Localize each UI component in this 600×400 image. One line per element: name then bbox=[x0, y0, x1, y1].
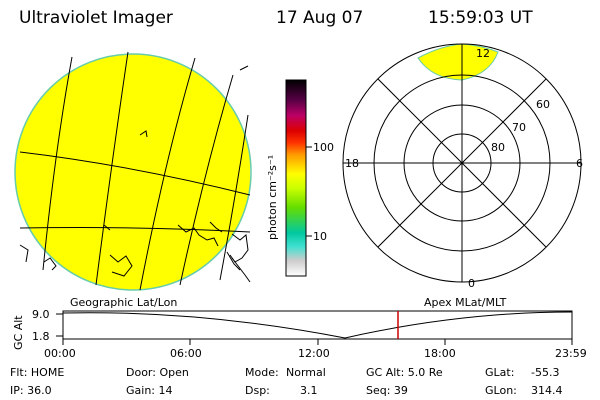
mlt-label-6: 6 bbox=[576, 157, 583, 170]
mlt-label-18: 18 bbox=[345, 157, 359, 170]
coastline bbox=[19, 65, 251, 283]
mode-label: Mode: bbox=[245, 366, 279, 379]
time-label: 15:59:03 UT bbox=[428, 8, 533, 28]
mlat-label-60: 60 bbox=[536, 98, 550, 111]
door-status: Door: Open bbox=[126, 366, 189, 379]
polar-plot bbox=[342, 43, 582, 283]
x-tick-1800: 18:00 bbox=[424, 347, 456, 360]
gain-status: Gain: 14 bbox=[126, 384, 173, 397]
gc-alt-axis-label: GC Alt bbox=[12, 315, 25, 350]
y-tick-1-8: 1.8 bbox=[32, 330, 50, 343]
polar-auroral-patch bbox=[417, 44, 499, 81]
mlat-label-80: 80 bbox=[491, 141, 505, 154]
mode-value: Normal bbox=[286, 366, 326, 379]
dsp-value: 3.1 bbox=[300, 384, 318, 397]
y-tick-9: 9.0 bbox=[32, 308, 50, 321]
colorbar-label-10: 10 bbox=[313, 230, 327, 243]
glat-value: -55.3 bbox=[531, 366, 560, 379]
geographic-label: Geographic Lat/Lon bbox=[70, 296, 178, 309]
glon-value: 314.4 bbox=[531, 384, 563, 397]
mlat-label-70: 70 bbox=[512, 121, 526, 134]
x-tick-0600: 06:00 bbox=[170, 347, 202, 360]
date-label: 17 Aug 07 bbox=[276, 8, 364, 28]
lat-lon-grid bbox=[19, 51, 251, 291]
glon-label: GLon: bbox=[485, 384, 517, 397]
x-tick-1200: 12:00 bbox=[298, 347, 330, 360]
instrument-title: Ultraviolet Imager bbox=[19, 8, 173, 28]
dsp-label: Dsp: bbox=[245, 384, 270, 397]
colorbar-label-100: 100 bbox=[313, 141, 334, 154]
apex-label: Apex MLat/MLT bbox=[424, 296, 507, 309]
flight-status: Flt: HOME bbox=[10, 366, 65, 379]
x-tick-2359: 23:59 bbox=[555, 347, 587, 360]
gc-alt-status: GC Alt: 5.0 Re bbox=[366, 366, 443, 379]
colorbar-unit-label: photon cm⁻²s⁻¹ bbox=[266, 154, 279, 240]
orbit-altitude-curve bbox=[62, 311, 573, 339]
glat-label: GLat: bbox=[485, 366, 515, 379]
x-tick-0000: 00:00 bbox=[44, 347, 76, 360]
orbit-panel bbox=[56, 310, 573, 345]
seq-status: Seq: 39 bbox=[366, 384, 408, 397]
colorbar bbox=[285, 79, 307, 277]
mlt-label-0: 0 bbox=[468, 277, 475, 290]
ip-status: IP: 36.0 bbox=[10, 384, 52, 397]
image-edge bbox=[14, 53, 252, 291]
mlt-label-12: 12 bbox=[476, 47, 490, 60]
